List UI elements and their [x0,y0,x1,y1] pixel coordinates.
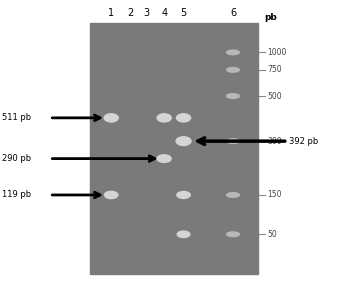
Text: 3: 3 [143,8,150,18]
Bar [90,23,258,274]
Ellipse shape [177,231,190,237]
Ellipse shape [104,191,118,198]
Text: 290 pb: 290 pb [2,154,31,163]
Text: 392 pb: 392 pb [289,137,319,146]
Ellipse shape [157,155,171,162]
Ellipse shape [227,50,239,55]
Text: 50: 50 [268,230,277,239]
Ellipse shape [104,114,118,122]
Text: 511 pb: 511 pb [2,113,31,122]
Text: 500: 500 [268,92,282,100]
Ellipse shape [227,232,239,237]
Text: 300: 300 [268,137,282,146]
Ellipse shape [176,137,191,146]
Text: pb: pb [265,13,277,22]
Ellipse shape [227,193,239,197]
Text: 119 pb: 119 pb [2,191,31,199]
Text: 750: 750 [268,65,282,74]
Text: 4: 4 [161,8,167,18]
Text: 1: 1 [108,8,114,18]
Ellipse shape [177,191,190,198]
Text: 150: 150 [268,191,282,199]
Ellipse shape [176,114,191,122]
Ellipse shape [227,68,239,72]
Ellipse shape [157,114,171,122]
Text: 5: 5 [180,8,187,18]
Ellipse shape [227,94,239,98]
Text: 1000: 1000 [268,48,287,57]
Ellipse shape [227,139,239,143]
Text: 6: 6 [230,8,236,18]
Text: 2: 2 [127,8,134,18]
